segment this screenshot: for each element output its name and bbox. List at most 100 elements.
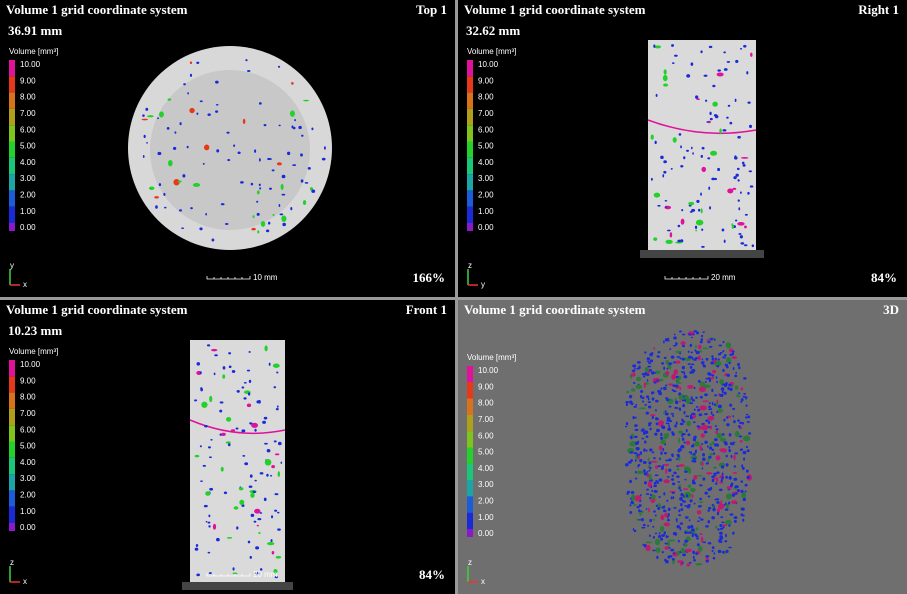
pore bbox=[281, 462, 283, 464]
pore bbox=[674, 369, 678, 374]
legend-swatch bbox=[9, 458, 15, 474]
pore bbox=[631, 373, 636, 377]
pore bbox=[653, 457, 655, 459]
pore bbox=[676, 518, 678, 520]
pore bbox=[728, 547, 731, 549]
scale-bar bbox=[207, 276, 250, 279]
pore bbox=[742, 162, 745, 165]
pore bbox=[715, 431, 718, 434]
pore bbox=[658, 392, 662, 395]
pore bbox=[146, 142, 148, 144]
pore bbox=[157, 152, 161, 155]
pore bbox=[237, 390, 240, 393]
pore bbox=[678, 540, 680, 543]
pore bbox=[701, 423, 705, 425]
pore bbox=[653, 381, 656, 383]
pore bbox=[701, 246, 705, 248]
legend-label: 8.00 bbox=[20, 393, 36, 402]
pore bbox=[710, 151, 717, 156]
pore bbox=[709, 206, 711, 209]
pore bbox=[660, 440, 666, 445]
pore bbox=[629, 480, 632, 483]
pore bbox=[684, 471, 688, 473]
pore bbox=[200, 388, 203, 391]
pore bbox=[698, 517, 700, 519]
pore bbox=[636, 385, 643, 389]
pore bbox=[722, 129, 726, 131]
pore bbox=[698, 345, 702, 350]
pore bbox=[703, 363, 705, 366]
pore bbox=[694, 409, 696, 411]
pore bbox=[748, 432, 751, 434]
pore bbox=[631, 491, 635, 494]
pore bbox=[659, 457, 661, 460]
legend-swatch bbox=[467, 415, 473, 431]
pore bbox=[695, 357, 699, 359]
pore bbox=[652, 391, 654, 393]
pore bbox=[712, 504, 714, 506]
pore bbox=[274, 493, 278, 495]
pore bbox=[680, 145, 682, 148]
pore bbox=[688, 356, 692, 359]
pore bbox=[654, 433, 657, 436]
pore bbox=[692, 494, 694, 499]
pore bbox=[734, 520, 737, 523]
pore bbox=[665, 468, 667, 474]
pore bbox=[683, 488, 688, 490]
pore bbox=[734, 375, 737, 378]
pore bbox=[679, 375, 681, 379]
pore bbox=[696, 200, 699, 203]
pore bbox=[695, 230, 697, 232]
pore bbox=[215, 110, 218, 112]
pore bbox=[653, 237, 657, 240]
pore bbox=[738, 199, 740, 201]
pore bbox=[695, 95, 698, 98]
pore bbox=[684, 411, 686, 414]
pore bbox=[626, 391, 629, 393]
pore bbox=[740, 440, 743, 443]
pore bbox=[669, 420, 672, 422]
pore bbox=[245, 59, 247, 61]
pore bbox=[687, 563, 691, 566]
pore bbox=[276, 372, 278, 374]
legend-label: 2.00 bbox=[20, 491, 36, 500]
pore bbox=[725, 476, 728, 479]
pore bbox=[693, 415, 697, 419]
pore bbox=[651, 135, 654, 140]
pore bbox=[209, 488, 213, 491]
pore bbox=[679, 357, 681, 359]
pore bbox=[258, 532, 260, 534]
pore bbox=[662, 174, 664, 177]
legend-label: 4.00 bbox=[478, 158, 494, 167]
pore bbox=[731, 455, 733, 458]
legend-swatch bbox=[467, 76, 473, 92]
pore bbox=[200, 480, 203, 482]
pore bbox=[709, 373, 712, 376]
pore bbox=[695, 397, 698, 399]
pore bbox=[722, 356, 726, 358]
legend-swatch bbox=[467, 513, 473, 529]
pore bbox=[726, 504, 729, 509]
pore bbox=[720, 394, 723, 397]
pore bbox=[718, 409, 723, 413]
pore bbox=[655, 417, 658, 419]
pore bbox=[216, 149, 219, 152]
pore bbox=[719, 379, 723, 385]
pore bbox=[694, 441, 700, 446]
pore bbox=[651, 371, 655, 374]
pore bbox=[682, 421, 685, 423]
pore bbox=[250, 493, 254, 498]
pore bbox=[713, 557, 715, 560]
pore bbox=[264, 498, 267, 501]
legend-label: 2.00 bbox=[20, 191, 36, 200]
pore bbox=[746, 414, 748, 416]
pore bbox=[662, 551, 664, 553]
pore bbox=[687, 526, 690, 529]
pore bbox=[648, 398, 650, 401]
pore bbox=[702, 467, 704, 469]
pore bbox=[209, 396, 212, 402]
